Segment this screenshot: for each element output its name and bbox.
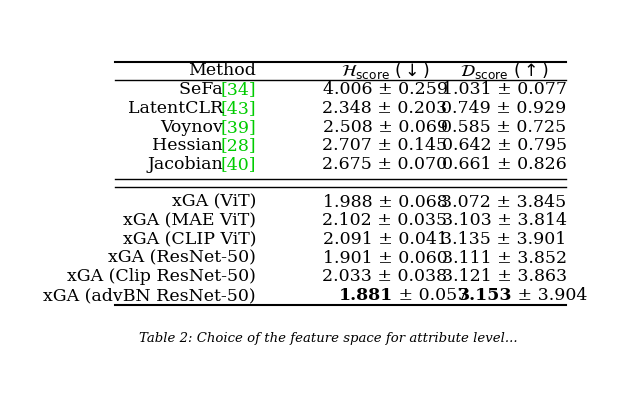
Text: 0.642 ± 0.795: 0.642 ± 0.795 — [442, 137, 566, 154]
Text: xGA (CLIP ViT): xGA (CLIP ViT) — [123, 231, 256, 248]
Text: 3.153: 3.153 — [458, 287, 512, 304]
Text: ± 3.904: ± 3.904 — [512, 287, 588, 304]
Text: [39]: [39] — [220, 119, 256, 136]
Text: Hessian: Hessian — [152, 137, 228, 154]
Text: xGA (ViT): xGA (ViT) — [172, 193, 256, 211]
Text: 3.072 ± 3.845: 3.072 ± 3.845 — [442, 193, 566, 211]
Text: 1.901 ± 0.060: 1.901 ± 0.060 — [323, 250, 447, 267]
Text: [43]: [43] — [220, 100, 256, 117]
Text: xGA (MAE ViT): xGA (MAE ViT) — [123, 212, 256, 229]
Text: 1.988 ± 0.068: 1.988 ± 0.068 — [323, 193, 447, 211]
Text: 2.091 ± 0.041: 2.091 ± 0.041 — [323, 231, 447, 248]
Text: 4.006 ± 0.259: 4.006 ± 0.259 — [323, 81, 447, 98]
Text: [28]: [28] — [220, 137, 256, 154]
Text: $\mathcal{H}_{\mathrm{score}}\ (\downarrow)$: $\mathcal{H}_{\mathrm{score}}\ (\downarr… — [340, 60, 429, 82]
Text: Voynov: Voynov — [160, 119, 228, 136]
Text: 0.585 ± 0.725: 0.585 ± 0.725 — [442, 119, 566, 136]
Text: 1.881: 1.881 — [339, 287, 393, 304]
Text: 2.508 ± 0.069: 2.508 ± 0.069 — [323, 119, 447, 136]
Text: 2.707 ± 0.145: 2.707 ± 0.145 — [323, 137, 447, 154]
Text: SeFa: SeFa — [179, 81, 228, 98]
Text: 0.661 ± 0.826: 0.661 ± 0.826 — [442, 156, 566, 173]
Text: Table 2: Choice of the feature space for attribute level...: Table 2: Choice of the feature space for… — [139, 332, 517, 345]
Text: 3.135 ± 3.901: 3.135 ± 3.901 — [442, 231, 566, 248]
Text: LatentCLR: LatentCLR — [128, 100, 228, 117]
Text: xGA (Clip ResNet-50): xGA (Clip ResNet-50) — [67, 268, 256, 285]
Text: 0.749 ± 0.929: 0.749 ± 0.929 — [442, 100, 566, 117]
Text: ± 0.057: ± 0.057 — [393, 287, 468, 304]
Text: xGA (ResNet-50): xGA (ResNet-50) — [108, 250, 256, 267]
Text: 3.103 ± 3.814: 3.103 ± 3.814 — [442, 212, 566, 229]
Text: 3.121 ± 3.863: 3.121 ± 3.863 — [442, 268, 566, 285]
Text: xGA (advBN ResNet-50): xGA (advBN ResNet-50) — [44, 287, 256, 304]
Text: 2.675 ± 0.070: 2.675 ± 0.070 — [323, 156, 447, 173]
Text: 3.111 ± 3.852: 3.111 ± 3.852 — [442, 250, 566, 267]
Text: Method: Method — [188, 62, 256, 80]
Text: [40]: [40] — [221, 156, 256, 173]
Text: 2.102 ± 0.035: 2.102 ± 0.035 — [323, 212, 447, 229]
Text: 1.031 ± 0.077: 1.031 ± 0.077 — [442, 81, 566, 98]
Text: Jacobian: Jacobian — [147, 156, 228, 173]
Text: [34]: [34] — [220, 81, 256, 98]
Text: $\mathcal{D}_{\mathrm{score}}\ (\uparrow)$: $\mathcal{D}_{\mathrm{score}}\ (\uparrow… — [460, 60, 548, 82]
Text: 2.348 ± 0.203: 2.348 ± 0.203 — [323, 100, 447, 117]
Text: 2.033 ± 0.038: 2.033 ± 0.038 — [323, 268, 447, 285]
